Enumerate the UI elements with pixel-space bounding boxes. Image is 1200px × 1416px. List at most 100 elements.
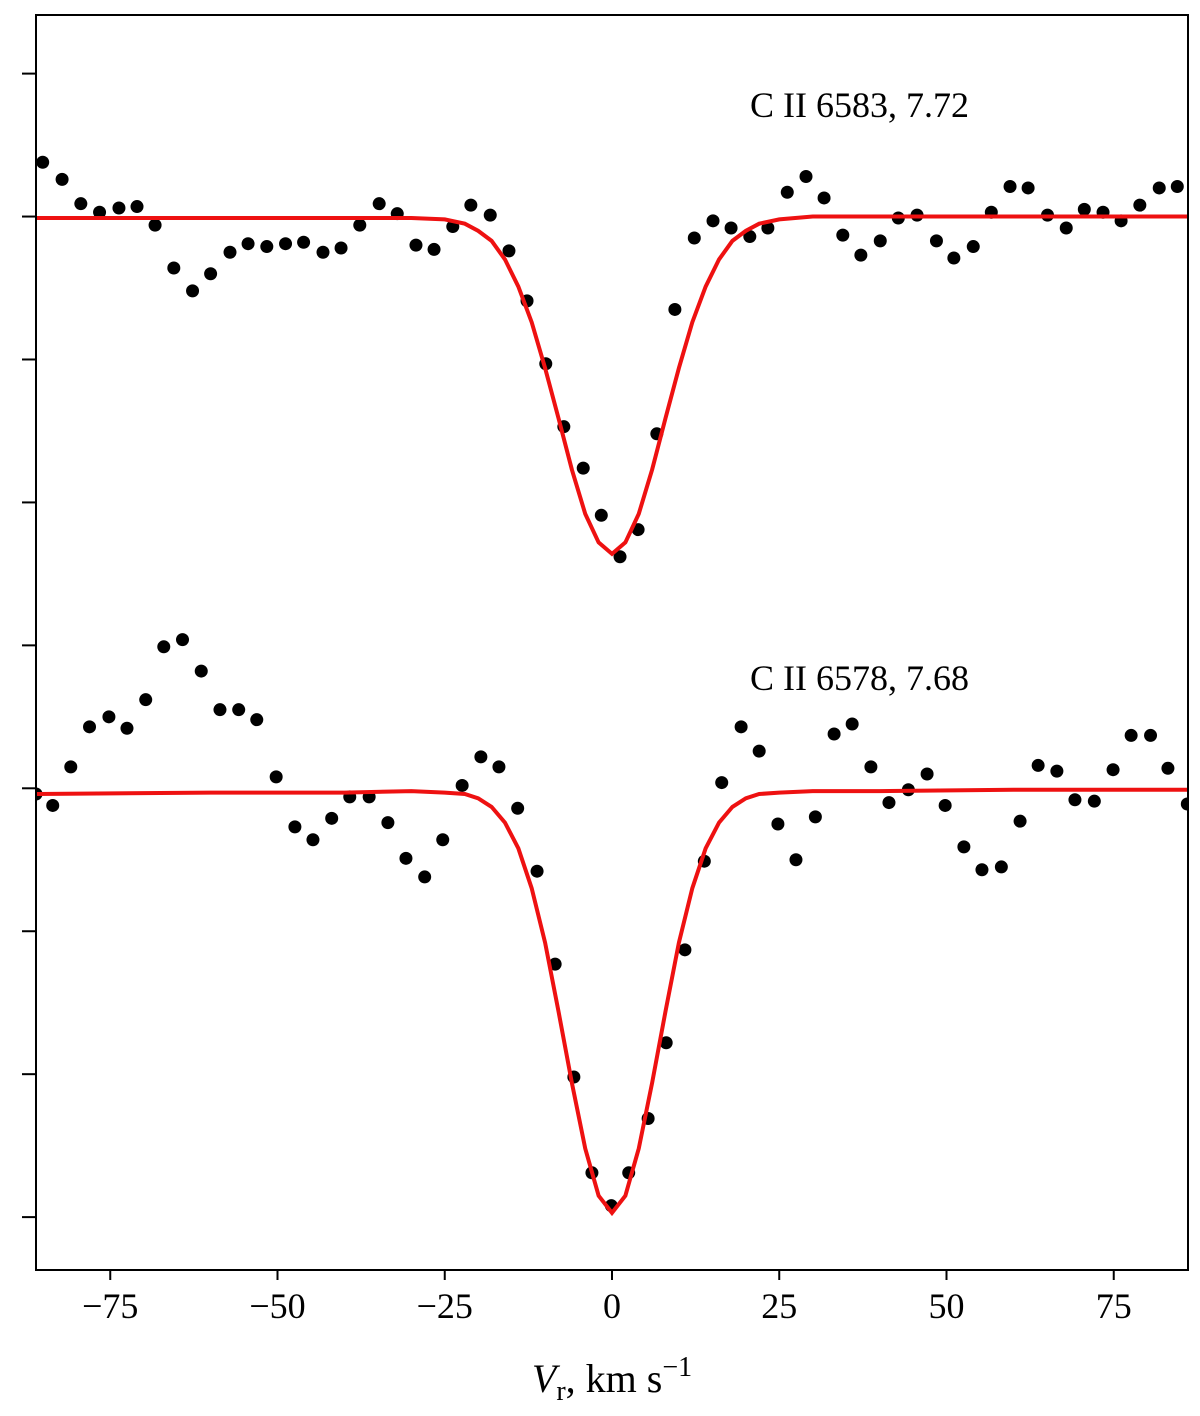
data-point xyxy=(223,245,237,259)
x-label-subscript: r xyxy=(556,1376,566,1407)
data-point xyxy=(260,240,274,254)
data-point xyxy=(436,833,450,847)
data-point xyxy=(130,200,144,214)
data-point xyxy=(929,234,943,248)
data-point xyxy=(780,185,794,199)
data-point xyxy=(1144,728,1158,742)
data-point xyxy=(139,693,153,707)
series-group xyxy=(36,155,1188,1217)
data-point xyxy=(1152,181,1166,195)
data-point xyxy=(102,710,116,724)
data-point xyxy=(269,770,283,784)
data-point xyxy=(1133,198,1147,212)
data-point xyxy=(957,840,971,854)
x-tick-label: 50 xyxy=(928,1286,964,1326)
data-point xyxy=(204,267,218,281)
data-point xyxy=(112,201,126,215)
plot-area: −75 −50 −25 0 25 50 75 xyxy=(22,14,1189,1326)
data-point xyxy=(306,833,320,847)
data-point xyxy=(492,760,506,774)
data-point xyxy=(464,198,478,212)
data-point xyxy=(799,170,813,184)
data-point xyxy=(474,750,488,764)
data-point xyxy=(817,191,831,205)
data-point xyxy=(1003,180,1017,194)
data-point xyxy=(83,720,97,734)
data-point xyxy=(715,776,729,790)
data-point xyxy=(148,218,162,232)
data-point xyxy=(46,798,60,812)
data-point xyxy=(511,801,525,815)
data-point xyxy=(752,744,766,758)
x-tick-label: −75 xyxy=(82,1286,138,1326)
x-tick-label: −25 xyxy=(417,1286,473,1326)
data-point xyxy=(724,221,738,235)
data-point xyxy=(399,851,413,865)
data-point xyxy=(1180,797,1188,811)
data-point xyxy=(947,251,961,265)
data-point xyxy=(576,461,590,475)
fit-line xyxy=(36,214,1188,557)
data-point xyxy=(353,218,367,232)
data-point xyxy=(334,241,348,255)
data-point xyxy=(1170,180,1184,194)
data-point xyxy=(186,284,200,298)
data-point xyxy=(232,703,246,717)
data-point xyxy=(789,853,803,867)
data-point xyxy=(1087,794,1101,808)
x-label-text: , km s xyxy=(566,1356,663,1401)
annotation: C II 6583, 7.72 xyxy=(750,85,969,125)
data-point xyxy=(1013,814,1027,828)
data-point xyxy=(678,943,692,957)
data-point xyxy=(761,221,775,235)
data-point xyxy=(381,816,395,830)
data-point xyxy=(1031,758,1045,772)
data-point xyxy=(64,760,78,774)
data-point xyxy=(734,720,748,734)
data-point xyxy=(213,703,227,717)
data-point xyxy=(1050,764,1064,778)
data-point xyxy=(827,727,841,741)
data-point xyxy=(966,240,980,254)
data-point xyxy=(873,234,887,248)
data-point xyxy=(74,197,88,211)
x-label-exponent: −1 xyxy=(662,1352,692,1383)
data-point xyxy=(409,238,423,252)
data-point xyxy=(882,796,896,810)
data-point xyxy=(771,817,785,831)
data-point xyxy=(864,760,878,774)
data-point xyxy=(120,721,134,735)
data-point xyxy=(743,230,757,244)
data-point xyxy=(279,237,293,251)
data-point xyxy=(455,778,469,792)
data-point xyxy=(157,640,171,654)
data-point xyxy=(1068,793,1082,807)
data-point xyxy=(176,633,190,647)
data-point xyxy=(938,798,952,812)
x-tick-label: −50 xyxy=(249,1286,305,1326)
data-point xyxy=(808,810,822,824)
data-point xyxy=(845,717,859,731)
data-point xyxy=(36,155,50,169)
data-point xyxy=(194,664,208,678)
x-label-symbol: V xyxy=(532,1356,561,1401)
x-axis-label: Vr, km s−1 xyxy=(532,1352,692,1407)
data-point xyxy=(1106,763,1120,777)
data-point xyxy=(325,811,339,825)
axes-frame xyxy=(35,14,1189,1271)
data-point xyxy=(1077,202,1091,216)
data-point xyxy=(854,248,868,262)
x-tick-label: 0 xyxy=(603,1286,621,1326)
data-point xyxy=(994,860,1008,874)
annotation: C II 6578, 7.68 xyxy=(750,658,969,698)
data-point xyxy=(659,1036,673,1050)
data-point xyxy=(93,205,107,219)
data-point xyxy=(241,237,255,251)
data-point xyxy=(418,870,432,884)
data-point xyxy=(836,228,850,242)
data-point xyxy=(668,302,682,316)
x-tick-label: 75 xyxy=(1096,1286,1132,1326)
data-point xyxy=(975,863,989,877)
data-point xyxy=(55,172,69,186)
data-point xyxy=(1124,728,1138,742)
